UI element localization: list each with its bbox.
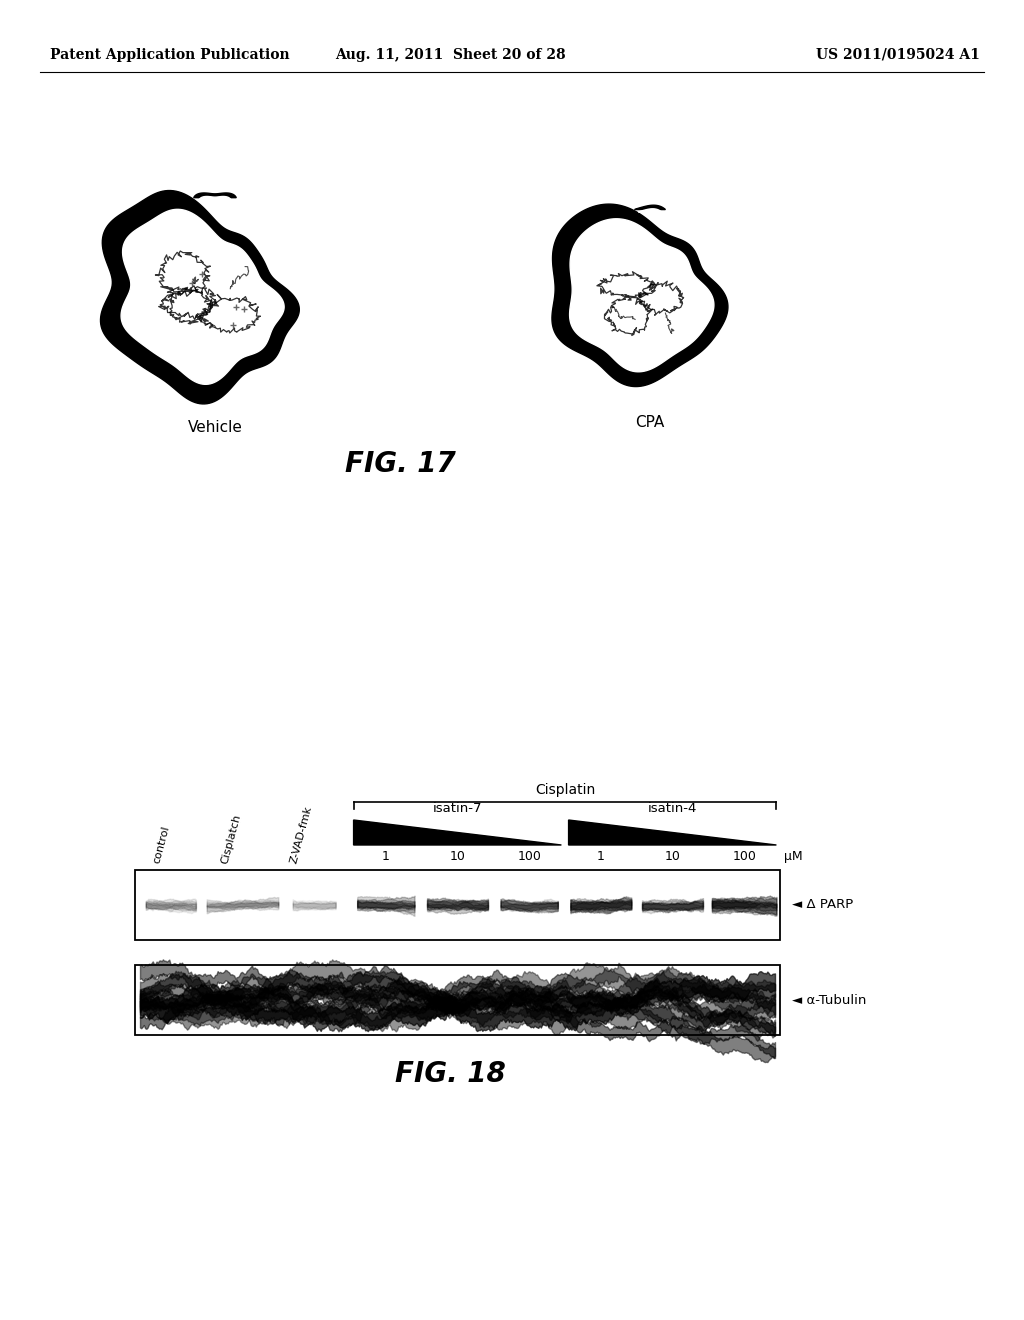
Polygon shape — [552, 205, 728, 387]
Text: Patent Application Publication: Patent Application Publication — [50, 48, 290, 62]
Polygon shape — [353, 820, 561, 845]
Text: μM: μM — [783, 850, 802, 863]
Text: ◄ α-Tubulin: ◄ α-Tubulin — [792, 994, 866, 1006]
Polygon shape — [569, 219, 714, 372]
Polygon shape — [100, 190, 299, 404]
Text: isatin-7: isatin-7 — [433, 803, 482, 814]
Bar — [135, 965, 780, 1035]
Text: Cisplatin: Cisplatin — [535, 783, 595, 797]
Text: 10: 10 — [450, 850, 466, 863]
Text: FIG. 18: FIG. 18 — [394, 1060, 506, 1088]
Bar — [135, 870, 780, 940]
Polygon shape — [194, 193, 237, 198]
Text: 10: 10 — [665, 850, 680, 863]
Text: 1: 1 — [597, 850, 605, 863]
Text: 1: 1 — [382, 850, 390, 863]
Polygon shape — [568, 820, 776, 845]
Text: Vehicle: Vehicle — [187, 420, 243, 436]
Text: Z-VAD-fmk: Z-VAD-fmk — [289, 805, 314, 865]
Text: 100: 100 — [732, 850, 756, 863]
Text: ◄ Δ PARP: ◄ Δ PARP — [792, 899, 853, 912]
Text: 100: 100 — [517, 850, 541, 863]
Polygon shape — [639, 209, 662, 213]
Text: FIG. 17: FIG. 17 — [345, 450, 456, 478]
Polygon shape — [121, 210, 284, 384]
Text: Cisplatch: Cisplatch — [219, 813, 243, 865]
Text: isatin-4: isatin-4 — [648, 803, 697, 814]
Text: CPA: CPA — [635, 414, 665, 430]
Polygon shape — [199, 197, 231, 201]
Polygon shape — [635, 205, 666, 210]
Text: Aug. 11, 2011  Sheet 20 of 28: Aug. 11, 2011 Sheet 20 of 28 — [335, 48, 565, 62]
Text: US 2011/0195024 A1: US 2011/0195024 A1 — [816, 48, 980, 62]
Text: control: control — [152, 825, 171, 865]
